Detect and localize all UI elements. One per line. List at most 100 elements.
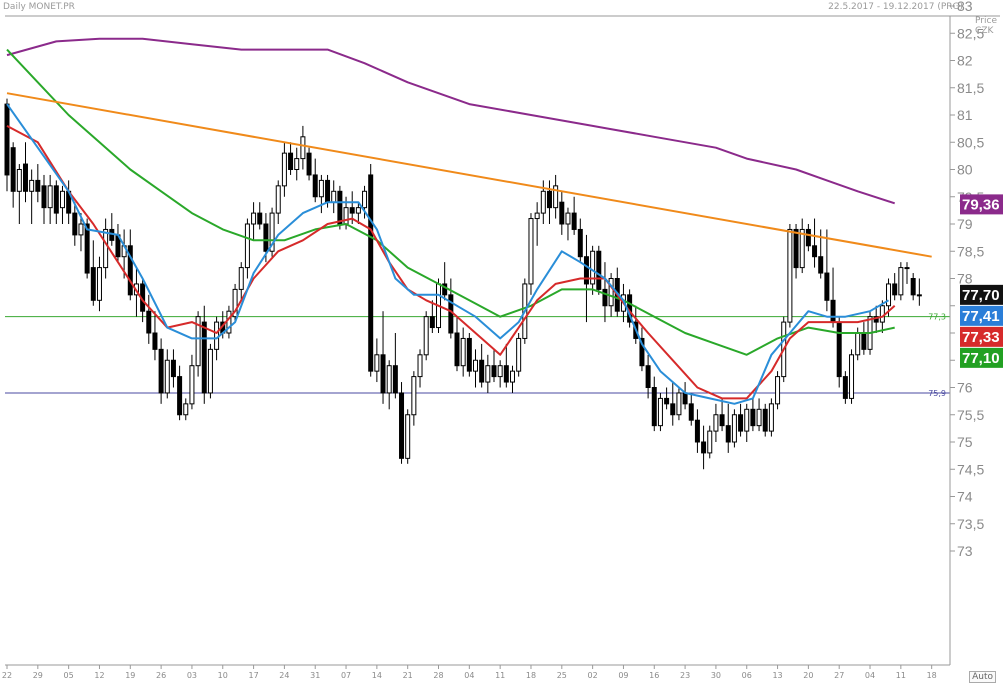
x-tick-label: 31 <box>310 671 320 680</box>
candle-body <box>799 228 805 269</box>
candle-body <box>4 103 10 176</box>
candle-body <box>898 267 904 296</box>
x-tick-label: 06 <box>742 671 752 680</box>
candle-body <box>812 245 818 258</box>
candle-body <box>460 337 466 367</box>
candle-body <box>244 223 250 269</box>
red-moving-average <box>6 125 896 400</box>
candle-body <box>762 408 768 432</box>
candle-body <box>183 403 189 416</box>
candle-body <box>257 212 263 225</box>
candle-body <box>775 376 781 405</box>
candle-body <box>53 185 59 214</box>
y-tick-label: 83 <box>957 0 973 14</box>
candle-body <box>306 152 312 176</box>
candle-body <box>577 228 583 258</box>
candle-body <box>251 212 257 225</box>
candle-body <box>207 348 213 394</box>
candle-body <box>725 425 731 443</box>
auto-scale-button[interactable]: Auto <box>969 671 996 683</box>
candle-body <box>362 190 368 209</box>
value-tag-box <box>960 347 1003 368</box>
candle-body <box>485 365 491 383</box>
candle-body <box>787 228 793 323</box>
value-tag-label: 77,41 <box>962 308 1000 325</box>
candle-body <box>886 283 892 307</box>
candle-body <box>331 190 337 203</box>
value-tag-label: 77,33 <box>962 329 1000 346</box>
candle-body <box>571 212 577 230</box>
candle-body <box>399 392 405 459</box>
candle-body <box>411 376 417 416</box>
candle-body <box>479 359 485 383</box>
candle-body <box>47 185 53 209</box>
currency-label: CZK <box>975 26 994 36</box>
y-tick-label: 76 <box>957 380 973 396</box>
x-axis: 22 29 05 12 19 26 03 10 17 24 31 07 14 21 28 04 11 18 25 02… <box>2 665 937 680</box>
x-tick-label: 25 <box>557 671 567 680</box>
candle-body <box>553 185 559 209</box>
candle-body <box>713 414 719 432</box>
chart-title: Daily MONET.PR <box>3 2 75 12</box>
x-tick-label: 29 <box>33 671 43 680</box>
candle-body <box>639 337 645 367</box>
value-tag-box <box>960 326 1003 347</box>
candle-body <box>608 278 614 307</box>
candle-body <box>164 359 170 394</box>
candle-body <box>596 250 602 290</box>
candle-body <box>325 179 331 203</box>
candle-body <box>768 403 774 432</box>
candle-body <box>731 414 737 443</box>
x-tick-label: 11 <box>495 671 505 680</box>
candle-body <box>405 414 411 459</box>
candle-body <box>664 397 670 405</box>
date-range: 22.5.2017 - 19.12.2017 (PRG) <box>828 2 963 12</box>
candle-body <box>818 256 824 274</box>
candle-body <box>491 365 497 378</box>
candle-body <box>96 267 102 301</box>
candle-body <box>177 376 183 416</box>
y-tick-label: 82,5 <box>957 25 984 41</box>
candle-body <box>275 185 281 214</box>
x-tick-label: 05 <box>64 671 74 680</box>
candle-body <box>380 354 386 394</box>
candle-body <box>466 337 472 372</box>
y-tick-label: 78,5 <box>957 243 984 259</box>
candle-body <box>189 365 195 405</box>
price-label: Price <box>975 16 997 26</box>
candle-body <box>263 223 269 252</box>
x-tick-label: 14 <box>372 671 382 680</box>
candle-body <box>232 288 238 318</box>
candle-body <box>294 158 300 171</box>
candle-body <box>824 272 830 301</box>
x-tick-label: 04 <box>865 671 875 680</box>
candle-body <box>417 354 423 378</box>
candle-body <box>904 267 910 270</box>
value-tags: 79,36 77,70 77,41 77,33 77,10 <box>960 194 1003 368</box>
candle-body <box>442 283 448 296</box>
candle-body <box>29 179 35 192</box>
candle-body <box>386 365 392 394</box>
y-tick-label: 74,5 <box>957 461 984 477</box>
candle-body <box>343 207 349 225</box>
candle-body <box>805 228 811 247</box>
candle-body <box>35 179 41 192</box>
candle-body <box>288 152 294 170</box>
candle-body <box>429 316 435 329</box>
x-tick-label: 17 <box>248 671 258 680</box>
candle-body <box>559 201 565 225</box>
candle-body <box>565 212 571 225</box>
x-tick-label: 18 <box>526 671 536 680</box>
y-tick-label: 82 <box>957 53 973 69</box>
candle-body <box>892 283 898 296</box>
candle-body <box>793 228 799 269</box>
candle-body <box>318 179 324 198</box>
candle-body <box>602 288 608 307</box>
value-tag-box <box>960 305 1003 326</box>
y-tick-label: 73,5 <box>957 516 984 532</box>
candle-body <box>879 305 885 323</box>
x-tick-label: 13 <box>772 671 782 680</box>
candle-body <box>90 267 96 301</box>
y-tick-label: 81 <box>957 107 973 123</box>
candle-body <box>651 387 657 427</box>
